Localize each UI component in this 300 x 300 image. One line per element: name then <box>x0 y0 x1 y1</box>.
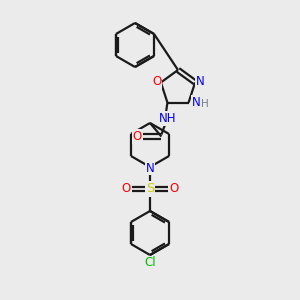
Text: N: N <box>146 161 154 175</box>
Text: H: H <box>201 99 208 109</box>
Text: O: O <box>169 182 178 196</box>
Text: O: O <box>122 182 130 196</box>
Text: S: S <box>146 182 154 196</box>
Text: N: N <box>192 96 201 109</box>
Text: O: O <box>152 75 161 88</box>
Text: Cl: Cl <box>144 256 156 269</box>
Text: NH: NH <box>159 112 176 125</box>
Text: N: N <box>196 75 205 88</box>
Text: O: O <box>133 130 142 143</box>
